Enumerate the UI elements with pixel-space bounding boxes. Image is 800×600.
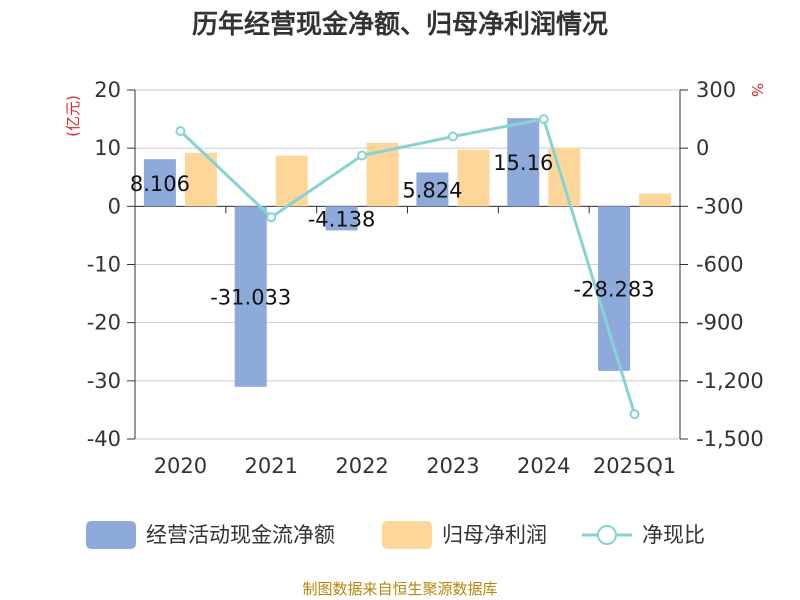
- category-label: 2024: [517, 454, 570, 478]
- right-tick-label: -600: [696, 253, 744, 277]
- bars: [143, 118, 672, 387]
- ratio-point: [447, 131, 458, 142]
- ratio-point: [629, 409, 640, 420]
- cashflow-bar: [234, 206, 267, 387]
- cashflow-data-label: 15.16: [493, 151, 553, 175]
- cashflow-data-label: -4.138: [308, 207, 376, 231]
- source-note: 制图数据来自恒生聚源数据库: [302, 580, 497, 598]
- right-tick-label: 300: [696, 78, 736, 102]
- left-axis-label: (亿元): [64, 95, 82, 137]
- line-series: [175, 114, 640, 420]
- ratio-line: [179, 117, 637, 415]
- right-tick-label: -300: [696, 194, 744, 218]
- legend-label-cashflow: 经营活动现金流净额: [146, 523, 335, 547]
- category-label: 2021: [245, 454, 298, 478]
- net-profit-bar: [639, 193, 672, 207]
- right-tick-label: -1,500: [696, 427, 764, 451]
- right-axis-label: %: [748, 83, 766, 97]
- right-tick-label: -1,200: [696, 369, 764, 393]
- ratio-point: [266, 212, 277, 223]
- cashflow-data-label: -28.283: [574, 278, 655, 302]
- left-tick-label: 10: [94, 136, 121, 160]
- cashflow-data-label: 8.106: [130, 172, 190, 196]
- category-label: 2022: [335, 454, 388, 478]
- left-tick-label: -10: [87, 253, 121, 277]
- net-profit-bar: [457, 149, 490, 207]
- right-tick-label: 0: [696, 136, 709, 160]
- ratio-point: [538, 114, 549, 125]
- data-labels: 8.106 -31.033 -4.138 5.824 15.16 -28.283: [130, 151, 655, 309]
- cashflow-bar: [325, 206, 358, 231]
- ratio-point: [175, 126, 186, 137]
- cashflow-bar: [416, 172, 449, 207]
- legend-swatch-net-profit: [382, 521, 432, 549]
- left-tick-label: -20: [87, 311, 121, 335]
- legend-swatch-cashflow: [86, 521, 136, 549]
- left-tick-label: 0: [108, 194, 121, 218]
- legend-label-net-profit: 归母净利润: [442, 523, 547, 547]
- left-tick-label: -40: [87, 427, 121, 451]
- category-label: 2025Q1: [593, 454, 676, 478]
- right-tick-label: -900: [696, 311, 744, 335]
- net-profit-bar: [548, 147, 581, 207]
- chart-title: 历年经营现金净额、归母净利润情况: [192, 9, 608, 40]
- net-profit-bar: [275, 155, 308, 207]
- legend[interactable]: 经营活动现金流净额 归母净利润 净现比: [86, 521, 705, 549]
- cashflow-bar: [143, 159, 176, 207]
- category-label: 2020: [154, 454, 207, 478]
- legend-swatch-ratio-marker: [597, 525, 617, 545]
- left-tick-label: -30: [87, 369, 121, 393]
- category-label: 2023: [426, 454, 479, 478]
- cashflow-data-label: -31.033: [210, 286, 291, 310]
- cashflow-data-label: 5.824: [402, 178, 462, 202]
- left-tick-label: 20: [94, 78, 121, 102]
- cashflow-bar: [507, 118, 540, 207]
- legend-label-ratio: 净现比: [642, 523, 705, 547]
- axes: 20 10 0 -10 -20 -30 -40 300 0 -300 -600 -900 -1,200 -…: [64, 78, 766, 478]
- ratio-point: [357, 150, 368, 161]
